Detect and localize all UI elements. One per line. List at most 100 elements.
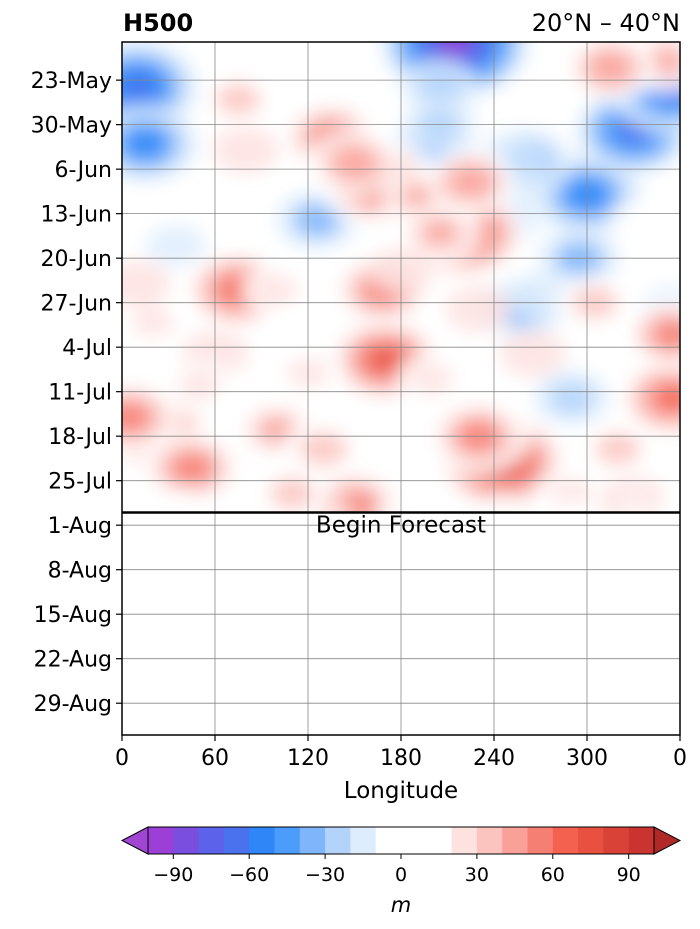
y-tick-label: 6-Jun — [54, 158, 112, 183]
colorbar-segment — [325, 827, 351, 854]
y-tick-label: 13-Jun — [40, 203, 112, 228]
y-tick-label: 22-Aug — [34, 648, 112, 673]
anomaly-contour — [611, 199, 672, 241]
colorbar-tick-label: −60 — [229, 864, 269, 886]
colorbar-over-arrow — [653, 826, 682, 855]
x-tick-label: 120 — [287, 746, 329, 771]
y-tick-label: 30-May — [31, 114, 112, 139]
anomaly-contour — [417, 70, 463, 103]
forecast-anomaly-band — [374, 490, 413, 691]
forecast-anomaly-band — [227, 490, 265, 691]
y-tick-label: 27-Jun — [40, 292, 112, 317]
colorbar-segment — [451, 827, 478, 854]
colorbar-segment — [476, 827, 503, 854]
anomaly-contour — [215, 83, 261, 116]
x-axis-label: Longitude — [344, 778, 458, 804]
anomaly-contour — [335, 148, 374, 177]
colorbar-segment — [350, 827, 377, 854]
forecast-anomaly-band — [614, 490, 653, 691]
x-tick-label: 240 — [473, 746, 515, 771]
colorbar-segment — [502, 827, 528, 854]
colorbar-tick-label: 60 — [541, 864, 565, 886]
anomaly-contour — [549, 381, 594, 415]
anomaly-contour — [128, 131, 162, 157]
y-tick-label: 29-Aug — [34, 692, 112, 717]
anomaly-contour — [293, 202, 342, 238]
begin-forecast-label: Begin Forecast — [316, 512, 486, 538]
colorbar-under-arrow — [120, 826, 149, 855]
y-tick-label: 11-Jul — [48, 381, 112, 406]
anomaly-contour — [439, 42, 472, 55]
forecast-anomaly-band — [319, 490, 359, 691]
anomaly-contour — [499, 330, 566, 377]
colorbar-tick-label: 30 — [465, 864, 489, 886]
latitude-band-title: 20°N – 40°N — [532, 9, 680, 37]
y-tick-label: 4-Jul — [62, 336, 112, 361]
x-tick-label: 60 — [201, 746, 229, 771]
anomaly-contour — [213, 127, 279, 174]
colorbar-segment — [527, 827, 554, 854]
anomaly-contour — [256, 275, 298, 305]
anomaly-contour — [146, 224, 207, 267]
colorbar-tick-label: 0 — [395, 864, 407, 886]
x-tick-label: 180 — [380, 746, 422, 771]
forecast-anomaly-band — [552, 490, 591, 691]
colorbar-segment — [223, 827, 250, 854]
forecast-anomaly-band — [164, 490, 204, 691]
anomaly-contour — [445, 286, 512, 333]
forecast-shading — [134, 490, 680, 691]
forecast-anomaly-band — [481, 490, 522, 691]
anomaly-contour — [122, 260, 171, 307]
anomaly-contour — [178, 370, 221, 401]
anomaly-contour — [654, 384, 680, 412]
anomaly-contour — [651, 319, 680, 350]
colorbar-segment — [603, 827, 630, 854]
grid-lines — [122, 42, 680, 735]
colorbar-segment — [375, 827, 427, 854]
colorbar-segment — [148, 827, 174, 854]
forecast-anomaly-band — [653, 490, 680, 691]
colorbar-unit-label: m — [391, 893, 411, 917]
chart-title: H500 — [123, 9, 193, 37]
anomaly-contour — [411, 364, 453, 394]
anomaly-contour — [270, 477, 315, 510]
forecast-anomaly-band — [134, 490, 172, 691]
anomaly-contour — [122, 404, 147, 430]
anomaly-contour — [122, 74, 154, 99]
colorbar-segment — [274, 827, 301, 854]
colorbar-tick-label: 90 — [617, 864, 641, 886]
y-tick-label: 15-Aug — [34, 603, 112, 628]
anomaly-contour — [591, 53, 630, 82]
colorbar-tick-label: −30 — [305, 864, 345, 886]
anomaly-contour — [175, 455, 209, 481]
anomaly-contour — [299, 431, 348, 467]
y-tick-label: 25-Jul — [48, 470, 112, 495]
colorbar-segment — [299, 827, 326, 854]
anomaly-contour — [451, 167, 490, 196]
y-tick-label: 18-Jul — [48, 425, 112, 450]
anomaly-contour — [369, 348, 402, 372]
colorbar-segment — [578, 827, 604, 854]
x-tick-label: 0 — [673, 746, 687, 771]
colorbar: −90 −60 −30 0 30 60 90 — [120, 826, 682, 886]
colorbar-tick-label: −90 — [153, 864, 193, 886]
y-tick-label: 1-Aug — [48, 514, 112, 539]
anomaly-field — [122, 42, 680, 735]
colorbar-segment — [249, 827, 275, 854]
x-tick-label: 300 — [566, 746, 608, 771]
colorbar-segment — [552, 827, 579, 854]
colorbar-segment — [198, 827, 225, 854]
colorbar-segment — [173, 827, 200, 854]
x-tick-label: 0 — [115, 746, 129, 771]
anomaly-contour — [421, 219, 458, 246]
colorbar-segment — [628, 827, 655, 854]
colorbar-segment — [426, 827, 453, 854]
y-tick-label: 20-Jun — [40, 247, 112, 272]
anomaly-contour — [132, 307, 174, 337]
anomaly-contour — [595, 432, 641, 465]
y-axis: 23-May 30-May 6-Jun 13-Jun 20-Jun 27-Jun 4-Jul… — [31, 69, 122, 717]
y-tick-label: 23-May — [31, 69, 112, 94]
y-tick-label: 8-Aug — [48, 559, 112, 584]
hindcast-shading — [122, 42, 680, 545]
